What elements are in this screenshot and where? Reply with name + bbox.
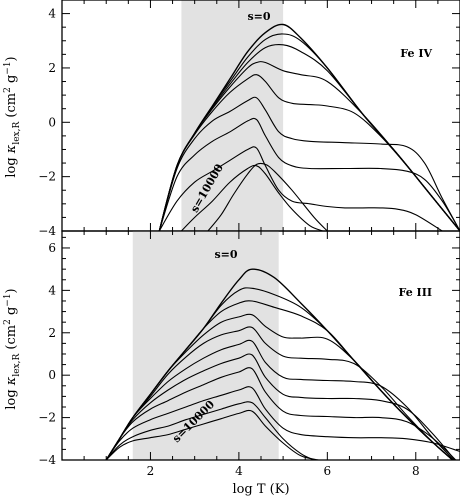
series-line-fe-iv-9 [207, 162, 328, 231]
series-line-fe-iii-8 [105, 386, 460, 460]
y-tick-labels-fe-iii: −4 −2 0 2 4 6 [38, 241, 56, 467]
x-tick-label: 8 [412, 464, 420, 478]
curve-label-s0-fe-iii: s=0 [214, 248, 237, 261]
y-tick-label-fe-iii: 2 [48, 326, 56, 340]
x-tick-label: 4 [235, 464, 243, 478]
series-line-fe-iv-5 [158, 96, 460, 231]
shaded-region-fe-iii [132, 231, 279, 460]
series-line-fe-iii-10 [105, 409, 319, 460]
x-tick-label: 6 [324, 464, 332, 478]
y-axis-label-fe-iii: log κlex,R (cm2 g−1) [3, 288, 22, 409]
y-tick-labels-fe-iv: −4 −2 0 2 4 [38, 7, 56, 238]
x-tick-label: 2 [147, 464, 155, 478]
y-tick-label-fe-iv: −4 [38, 224, 56, 238]
y-tick-label-fe-iii: 0 [48, 368, 56, 382]
y-tick-label-fe-iii: −4 [38, 453, 56, 467]
plot-frame-fe-iii [61, 230, 460, 461]
y-tick-label-fe-iv: 2 [48, 61, 56, 75]
x-tick-labels: 2 4 6 8 [147, 464, 420, 478]
series-line-fe-iv-8 [181, 164, 324, 231]
x-axis-label: log T (K) [232, 482, 289, 497]
panel-label-fe-iv: Fe IV [400, 47, 432, 60]
series-line-fe-iii-3 [105, 313, 454, 460]
y-tick-label-fe-iv: 4 [48, 7, 56, 21]
series-line-fe-iii-5 [105, 339, 455, 460]
series-line-fe-iv-6 [158, 117, 460, 231]
y-axis-label-fe-iv: log κlex,R (cm2 g−1) [3, 56, 22, 177]
series-line-fe-iv-4 [158, 74, 460, 231]
y-tick-label-fe-iv: 0 [48, 115, 56, 129]
series-line-fe-iv-3 [158, 61, 460, 231]
series-line-fe-iii-7 [105, 367, 457, 460]
curves-fe-iv [158, 23, 460, 231]
panel-label-fe-iii: Fe III [399, 286, 432, 299]
series-line-fe-iii-9 [105, 401, 315, 460]
curves-fe-iii [105, 268, 460, 460]
series-line-fe-iii-6 [105, 353, 456, 460]
y-tick-label-fe-iii: 6 [48, 241, 56, 255]
y-tick-label-fe-iii: −2 [38, 411, 56, 425]
y-tick-label-fe-iii: 4 [48, 283, 56, 297]
curve-label-s0-fe-iv: s=0 [247, 10, 270, 23]
series-line-fe-iv-7 [158, 146, 443, 231]
y-tick-label-fe-iv: −2 [38, 170, 56, 184]
